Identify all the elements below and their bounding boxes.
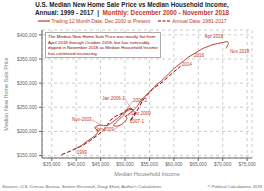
html-text:has continued increasing.: has continued increasing. bbox=[48, 50, 98, 56]
svg-text:$55,000: $55,000 bbox=[141, 162, 159, 167]
svg-text:2016: 2016 bbox=[194, 53, 205, 58]
svg-text:Median Household Income: Median Household Income bbox=[114, 171, 179, 177]
svg-text:Jan 2009: Jan 2009 bbox=[96, 127, 115, 132]
html-text:© Political Calculations 2019: © Political Calculations 2019 bbox=[207, 184, 262, 189]
svg-text:$300,000: $300,000 bbox=[17, 81, 37, 86]
svg-text:2006-2: 2006-2 bbox=[133, 98, 148, 103]
svg-text:$400,000: $400,000 bbox=[17, 33, 37, 38]
svg-text:Apr 2018: Apr 2018 bbox=[205, 34, 224, 39]
svg-text:$65,000: $65,000 bbox=[190, 162, 208, 167]
html-text:The Median New Home Sale Price: The Median New Home Sale Price was mostl… bbox=[48, 34, 156, 39]
html-text:U.S. Median New Home Sale Pric: U.S. Median New Home Sale Price vs Media… bbox=[35, 1, 229, 8]
svg-text:$50,000: $50,000 bbox=[116, 162, 134, 167]
html-text:dipped in November 2018 as Med: dipped in November 2018 as Median Househ… bbox=[48, 45, 158, 51]
svg-text:$70,000: $70,000 bbox=[214, 162, 232, 167]
svg-text:$200,000: $200,000 bbox=[17, 129, 37, 134]
svg-text:$350,000: $350,000 bbox=[17, 57, 37, 62]
svg-text:1999: 1999 bbox=[77, 150, 88, 155]
html-text:Sources: U.S. Census Bureau, S: Sources: U.S. Census Bureau, Sentier Res… bbox=[2, 184, 162, 189]
svg-text:Nov-2003: Nov-2003 bbox=[72, 117, 92, 122]
svg-text:2014: 2014 bbox=[182, 62, 193, 67]
svg-text:$45,000: $45,000 bbox=[92, 162, 110, 167]
svg-text:$75,000: $75,000 bbox=[238, 162, 256, 167]
svg-text:Jan 2006-1: Jan 2006-1 bbox=[102, 96, 125, 101]
svg-text:$250,000: $250,000 bbox=[17, 105, 37, 110]
svg-text:Dec 2009: Dec 2009 bbox=[132, 111, 152, 116]
html-text:Trailing 12 Month Data: Dec 20: Trailing 12 Month Data: Dec 2000 to Pres… bbox=[51, 17, 151, 24]
svg-text:Nov 2018: Nov 2018 bbox=[230, 49, 250, 54]
html-text:Annual: 1999 - 2017 | Monthly:: Annual: 1999 - 2017 | Monthly: December … bbox=[35, 8, 229, 16]
svg-text:Median New Home Sale Price: Median New Home Sale Price bbox=[8, 57, 9, 130]
html-text:Annual Data: 1981-2017: Annual Data: 1981-2017 bbox=[172, 17, 227, 24]
html-text:April 2018 through October 201: April 2018 through October 2018, but has… bbox=[48, 39, 150, 45]
svg-text:$150,000: $150,000 bbox=[17, 153, 37, 158]
svg-text:$40,000: $40,000 bbox=[68, 162, 86, 167]
svg-text:2007-1: 2007-1 bbox=[130, 119, 145, 124]
svg-text:$35,000: $35,000 bbox=[43, 162, 61, 167]
svg-text:$60,000: $60,000 bbox=[165, 162, 183, 167]
